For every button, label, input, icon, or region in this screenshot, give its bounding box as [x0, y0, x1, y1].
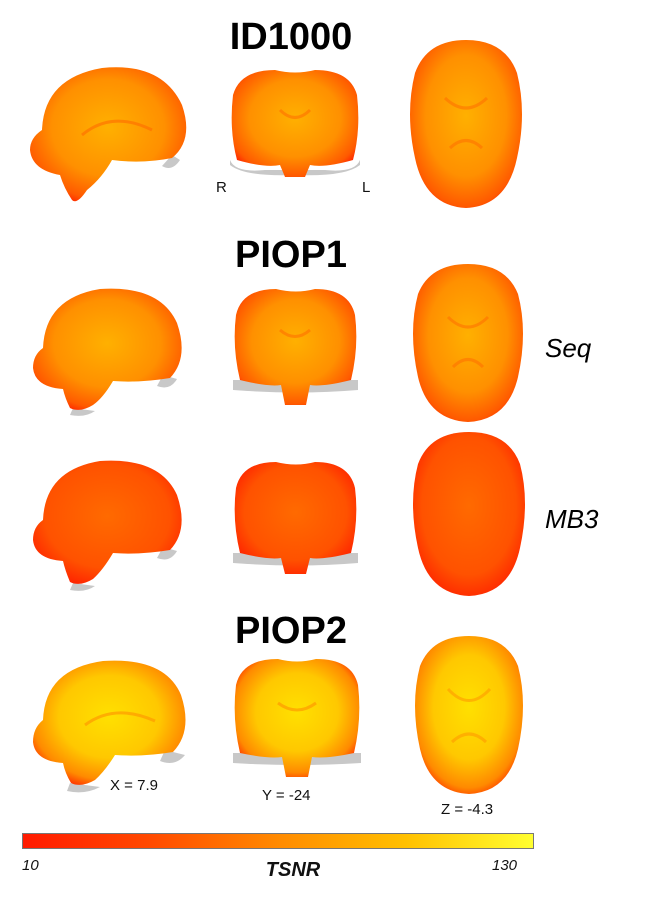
- slice-z-label: Z = -4.3: [441, 801, 494, 818]
- coronal-view: [230, 70, 360, 177]
- sagittal-view: [33, 660, 186, 793]
- coronal-view: [233, 462, 358, 574]
- axial-view: [410, 40, 522, 208]
- colorbar-title: TSNR: [265, 859, 321, 881]
- slice-y-label: Y = -24: [262, 787, 311, 804]
- orientation-right-label: R: [216, 179, 227, 196]
- orientation-left-label: L: [362, 179, 371, 196]
- colorbar-max-label: 130: [492, 857, 518, 874]
- sagittal-view: [33, 288, 182, 416]
- axial-view: [413, 432, 525, 596]
- condition-label-mb3: MB3: [545, 504, 599, 534]
- sagittal-view: [30, 67, 187, 202]
- slice-x-label: X = 7.9: [110, 777, 158, 794]
- colorbar: [22, 833, 534, 849]
- axial-view: [415, 636, 523, 794]
- sagittal-view: [33, 460, 182, 591]
- dataset-title-piop2: PIOP2: [235, 610, 347, 652]
- condition-label-seq: Seq: [545, 333, 592, 363]
- dataset-title-piop1: PIOP1: [235, 234, 347, 276]
- dataset-title-id1000: ID1000: [229, 16, 353, 58]
- axial-view: [413, 264, 523, 422]
- coronal-view: [233, 659, 361, 777]
- coronal-view: [233, 289, 358, 405]
- colorbar-min-label: 10: [22, 857, 39, 874]
